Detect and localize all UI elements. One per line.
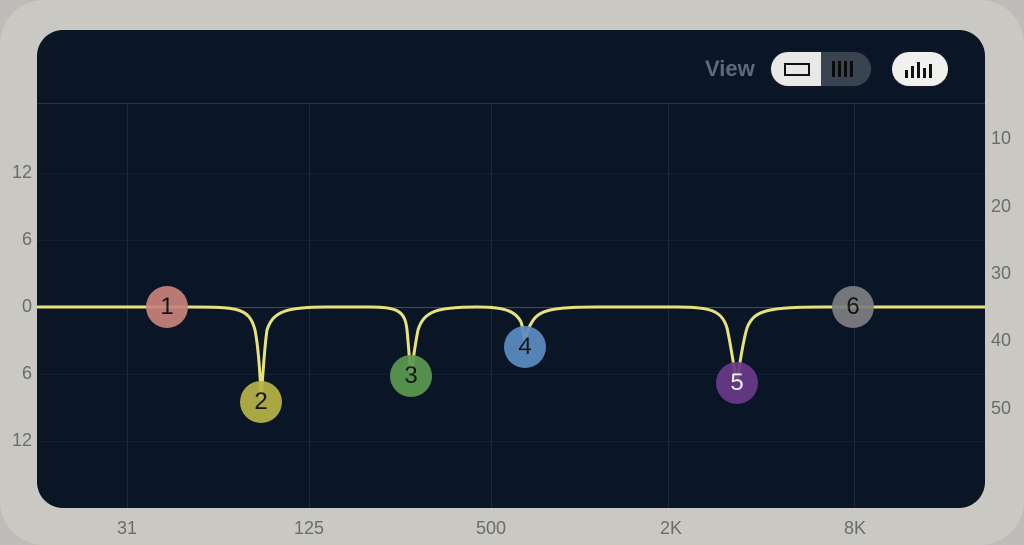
single-view-button[interactable] — [771, 52, 821, 86]
gridline — [37, 441, 985, 442]
bars-icon — [832, 61, 854, 77]
gridline — [37, 240, 985, 241]
freq-label: 500 — [475, 518, 507, 538]
freq-label: 8K — [843, 518, 867, 538]
db-label: 40 — [991, 330, 1012, 350]
db-label: 50 — [991, 398, 1012, 418]
freq-label: 125 — [293, 518, 325, 538]
gridline — [37, 374, 985, 375]
band-node-6[interactable]: 6 — [832, 286, 874, 328]
db-label: 20 — [991, 196, 1012, 216]
freq-label: 2K — [659, 518, 683, 538]
gain-label: 0 — [21, 296, 32, 316]
view-label: View — [705, 56, 755, 81]
gain-label: 6 — [21, 363, 32, 383]
spectrum-analyzer-button[interactable] — [892, 52, 948, 86]
db-label: 10 — [991, 128, 1012, 148]
freq-label: 31 — [116, 518, 138, 538]
band-node-4[interactable]: 4 — [504, 326, 546, 368]
eq-graph[interactable]: View 1 2 3 4 5 — [37, 30, 985, 508]
band-node-5[interactable]: 5 — [716, 362, 758, 404]
band-node-1[interactable]: 1 — [146, 286, 188, 328]
gain-label: 12 — [11, 162, 32, 182]
rectangle-icon — [784, 63, 810, 76]
gridline — [37, 173, 985, 174]
view-mode-toggle[interactable] — [771, 52, 871, 86]
band-node-3[interactable]: 3 — [390, 355, 432, 397]
eq-curve — [37, 305, 985, 401]
gain-label: 6 — [21, 229, 32, 249]
gain-label: 12 — [11, 430, 32, 450]
db-label: 30 — [991, 263, 1012, 283]
spectrum-analyzer-icon — [905, 62, 932, 78]
zero-db-line — [37, 307, 985, 308]
gridline — [491, 104, 492, 508]
graph-header: View — [37, 30, 985, 104]
band-node-2[interactable]: 2 — [240, 381, 282, 423]
